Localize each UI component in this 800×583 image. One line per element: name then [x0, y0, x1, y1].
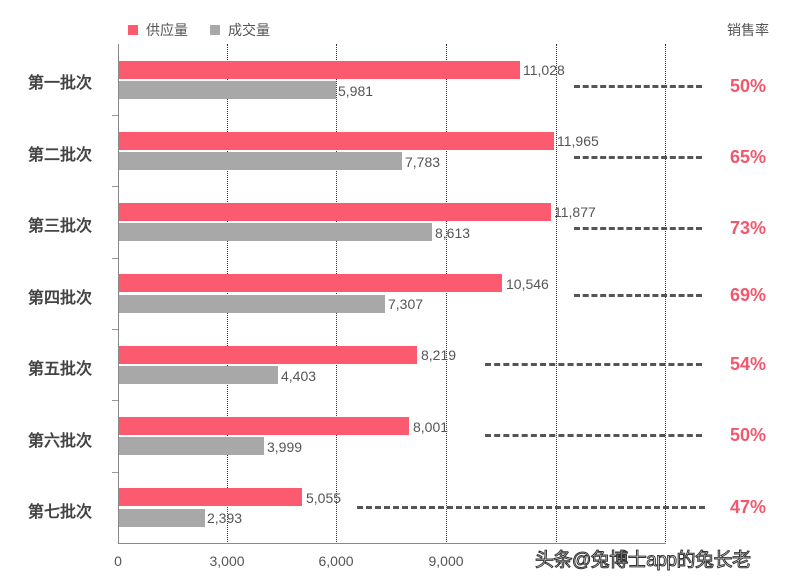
- gridline-9000: [446, 44, 447, 544]
- supply-value: 5,055: [306, 490, 342, 506]
- supply-value: 8,001: [413, 419, 449, 435]
- rate-leader-line: [574, 156, 702, 159]
- sales-rate: 65%: [730, 147, 767, 167]
- supply-bar[interactable]: [119, 203, 551, 221]
- supply-value: 11,877: [554, 204, 596, 220]
- deal-bar[interactable]: [119, 437, 264, 455]
- deal-bar[interactable]: [119, 366, 278, 384]
- sales-rate: 69%: [730, 285, 767, 305]
- supply-bar[interactable]: [119, 417, 409, 435]
- supply-bar[interactable]: [119, 61, 520, 79]
- deal-bar[interactable]: [119, 295, 385, 313]
- gridline-6000: [336, 44, 337, 544]
- y-tick: [112, 329, 118, 330]
- supply-value: 10,546: [506, 276, 549, 292]
- supply-bar[interactable]: [119, 274, 502, 292]
- gridline-3000: [227, 44, 228, 544]
- sales-rate: 73%: [730, 218, 767, 238]
- category-label: 第二批次: [28, 147, 93, 164]
- category-label: 第三批次: [28, 218, 93, 235]
- supply-swatch-icon: [128, 25, 138, 35]
- y-tick: [112, 258, 118, 259]
- x-tick-label: 9,000: [428, 553, 464, 569]
- sales-rate: 50%: [730, 425, 767, 445]
- supply-value: 8,219: [421, 347, 457, 363]
- watermark: 头条@兔博士app的兔长老: [535, 550, 752, 572]
- category-label: 第一批次: [28, 75, 93, 92]
- deal-bar[interactable]: [119, 223, 432, 241]
- rate-column-title: 销售率: [727, 22, 769, 38]
- supply-value: 11,965: [557, 133, 599, 149]
- category-label: 第六批次: [28, 433, 93, 450]
- x-tick-label: 0: [114, 553, 122, 569]
- category-label: 第四批次: [28, 290, 93, 307]
- deal-value: 2,393: [207, 510, 243, 526]
- category-label: 第五批次: [28, 361, 93, 378]
- deal-value: 5,981: [338, 83, 374, 99]
- x-tick-label: 3,000: [209, 553, 245, 569]
- deal-swatch-icon: [210, 25, 220, 35]
- supply-bar[interactable]: [119, 346, 417, 364]
- rate-leader-line: [574, 227, 702, 230]
- x-axis: [118, 543, 666, 544]
- category-label: 第七批次: [28, 504, 93, 521]
- gridline-12000: [556, 44, 557, 544]
- sales-rate: 54%: [730, 354, 767, 374]
- y-axis: [118, 44, 119, 544]
- sales-rate: 47%: [730, 497, 767, 517]
- deal-bar[interactable]: [119, 509, 205, 527]
- rate-leader-line: [485, 363, 702, 366]
- x-tick-label: 6,000: [318, 553, 354, 569]
- deal-bar[interactable]: [119, 152, 402, 170]
- deal-value: 7,307: [388, 296, 424, 312]
- rate-leader-line: [574, 85, 702, 88]
- deal-bar[interactable]: [119, 81, 336, 99]
- legend-label-supply: 供应量: [146, 22, 188, 38]
- sales-rate: 50%: [730, 76, 767, 96]
- supply-bar[interactable]: [119, 488, 302, 506]
- deal-value: 8,613: [435, 225, 471, 241]
- y-tick: [112, 472, 118, 473]
- supply-bar[interactable]: [119, 132, 554, 150]
- legend-item-supply[interactable]: 供应量: [128, 20, 188, 40]
- y-tick: [112, 186, 118, 187]
- deal-value: 7,783: [405, 154, 441, 170]
- legend-item-deal[interactable]: 成交量: [210, 20, 270, 40]
- deal-value: 3,999: [267, 439, 303, 455]
- legend-label-deal: 成交量: [228, 22, 270, 38]
- rate-leader-line: [357, 506, 705, 509]
- deal-value: 4,403: [281, 368, 317, 384]
- supply-value: 11,028: [523, 62, 565, 78]
- rate-leader-line: [574, 294, 702, 297]
- y-tick: [112, 115, 118, 116]
- rate-leader-line: [485, 434, 702, 437]
- y-tick: [112, 400, 118, 401]
- chart-legend: 供应量 成交量: [128, 20, 292, 40]
